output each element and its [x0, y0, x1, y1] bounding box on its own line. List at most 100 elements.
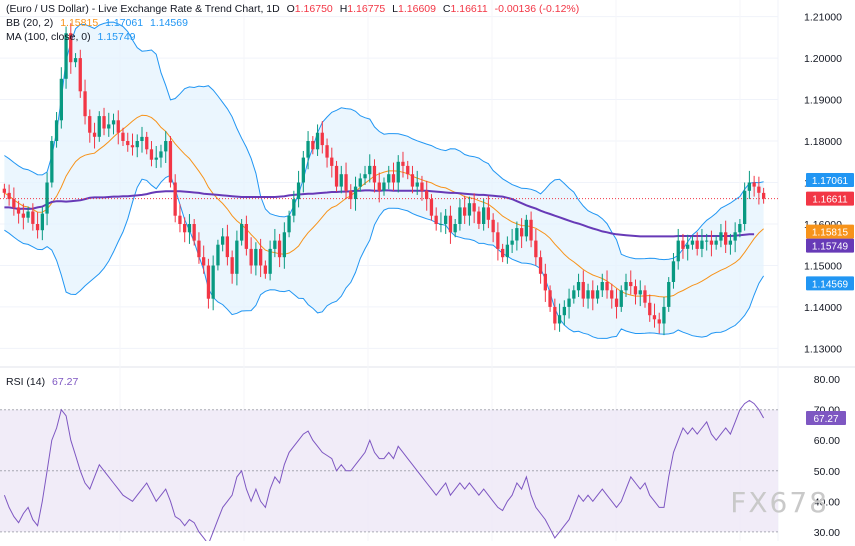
candle-body	[486, 207, 490, 220]
candle-body	[444, 215, 448, 224]
candle-body	[738, 224, 742, 233]
bb-middle-line	[4, 114, 764, 298]
candle-body	[662, 306, 666, 324]
candle-body	[605, 282, 609, 291]
candle-body	[372, 165, 377, 183]
candle-body	[107, 124, 111, 129]
candle-body	[116, 120, 120, 133]
candle-body	[358, 178, 362, 187]
candle-body	[425, 190, 429, 200]
candle-body	[277, 240, 282, 258]
candle-body	[733, 232, 737, 241]
candle-body	[235, 240, 239, 274]
candle-body	[591, 290, 595, 299]
candle-body	[520, 228, 524, 237]
candle-body	[652, 315, 657, 320]
candle-body	[557, 315, 562, 324]
candle-body	[306, 141, 310, 158]
candle-body	[339, 174, 343, 187]
candle-body	[221, 236, 225, 245]
candle-body	[448, 215, 453, 233]
rsi-label: RSI (14)	[6, 376, 46, 388]
candle-body	[197, 240, 201, 258]
candle-body	[415, 182, 419, 187]
candle-body	[496, 232, 500, 249]
candle-body	[724, 232, 728, 245]
candle-body	[126, 141, 130, 146]
candle-body	[12, 199, 16, 208]
rsi-tick-label: 30.00	[814, 527, 840, 539]
candle-body	[97, 116, 101, 137]
candle-body	[178, 215, 182, 224]
header-legend: (Euro / US Dollar) - Live Exchange Rate …	[6, 3, 583, 16]
candle-body	[54, 120, 59, 141]
rsi-tick-label: 40.00	[814, 496, 840, 508]
candle-body	[273, 240, 277, 249]
candle-body	[64, 33, 68, 79]
candle-body	[16, 207, 21, 214]
candle-body	[676, 240, 680, 262]
ohlc-low: 1.16609	[398, 3, 436, 15]
candle-body	[429, 199, 434, 216]
candle-body	[695, 240, 699, 249]
candle-body	[728, 240, 732, 245]
candle-body	[595, 290, 600, 299]
candle-body	[168, 141, 173, 183]
candle-body	[244, 224, 248, 249]
candle-body	[538, 257, 543, 274]
candle-body	[643, 290, 647, 303]
ohlc-open: 1.16750	[294, 3, 333, 15]
rsi-tick-label: 80.00	[814, 374, 840, 386]
candle-body	[667, 282, 671, 307]
candle-body	[391, 174, 396, 183]
candle-body	[624, 282, 628, 291]
ohlc-low-label: L	[392, 3, 399, 15]
candle-body	[548, 290, 552, 307]
candle-body	[576, 282, 581, 291]
candle-body	[325, 145, 329, 158]
candle-body	[50, 141, 54, 183]
candle-body	[453, 224, 457, 233]
ohlc-open-label: O	[286, 3, 295, 15]
candle-body	[88, 116, 92, 133]
bb-mid-value: 1.15815	[60, 17, 99, 29]
candle-body	[301, 157, 305, 183]
candle-body	[206, 265, 211, 299]
candle-body	[287, 215, 291, 233]
candle-body	[534, 240, 538, 258]
price-tag	[806, 172, 854, 187]
candle-body	[282, 232, 286, 258]
candle-body	[619, 290, 623, 307]
candle-body	[501, 248, 505, 258]
bb-lower-line	[4, 174, 765, 339]
candle-body	[31, 211, 35, 224]
y-tick-label: 1.19000	[804, 95, 842, 107]
candle-body	[482, 207, 486, 224]
candle-body	[671, 261, 676, 282]
candle-body	[762, 192, 766, 199]
candle-body	[69, 33, 73, 63]
candle-body	[216, 244, 220, 266]
candle-body	[211, 265, 215, 299]
watermark: FX678	[730, 486, 829, 519]
candle-body	[121, 132, 125, 141]
y-tick-label: 1.21000	[804, 12, 842, 24]
candle-body	[7, 192, 11, 200]
ma-label: MA (100, close, 0)	[6, 31, 91, 43]
candle-body	[45, 182, 49, 214]
candle-body	[747, 182, 751, 191]
candle-body	[743, 190, 747, 224]
rsi-value: 67.27	[52, 376, 79, 388]
candle-body	[330, 157, 334, 166]
candle-body	[410, 174, 415, 187]
candle-body	[515, 228, 519, 241]
candle-body	[254, 248, 258, 266]
candle-body	[477, 211, 481, 224]
candle-body	[344, 174, 348, 191]
candle-body	[406, 165, 410, 175]
candle-body	[240, 224, 244, 241]
candle-body	[467, 203, 472, 216]
bb-upper-line	[4, 21, 764, 261]
candle-body	[311, 141, 315, 150]
